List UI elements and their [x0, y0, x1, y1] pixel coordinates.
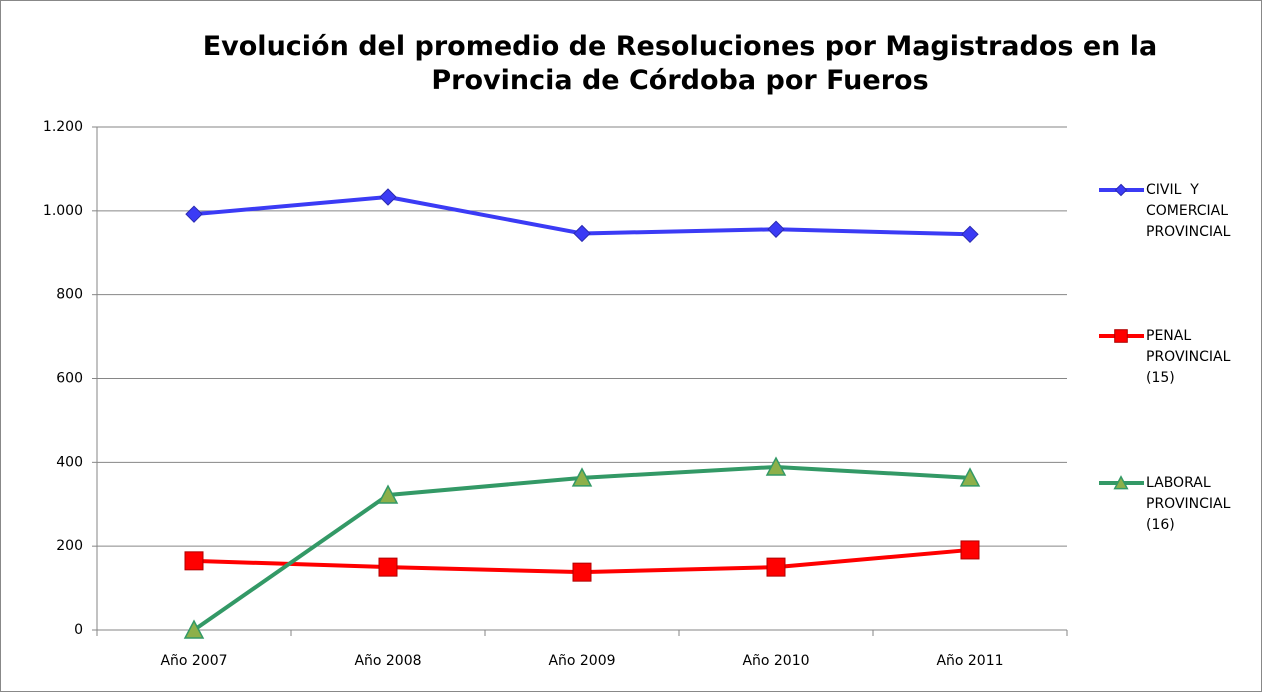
marker: [571, 467, 593, 487]
marker: [573, 224, 591, 243]
legend-key: [1099, 329, 1144, 343]
legend-key: [1099, 183, 1144, 197]
marker: [1114, 183, 1128, 197]
y-tick-label: 600: [56, 371, 83, 387]
x-tick-label: Año 2009: [548, 653, 615, 669]
legend-key: [1099, 475, 1144, 490]
marker: [185, 205, 203, 223]
x-tick-label: Año 2010: [742, 653, 809, 669]
marker: [379, 188, 397, 206]
marker: [960, 540, 980, 560]
x-tick-label: Año 2008: [354, 653, 421, 669]
legend-label: PENAL PROVINCIAL (15): [1146, 328, 1235, 386]
marker: [959, 467, 981, 487]
y-tick-label: 1.200: [43, 119, 83, 135]
marker: [767, 220, 785, 238]
y-tick-label: 1.000: [43, 203, 83, 219]
marker: [184, 551, 204, 571]
legend-label: CIVIL Y COMERCIAL PROVINCIAL: [1146, 182, 1233, 240]
marker: [378, 557, 398, 577]
marker: [1114, 329, 1128, 343]
marker: [961, 225, 979, 244]
x-tick-label: Año 2011: [936, 653, 1003, 669]
marker: [765, 456, 787, 476]
y-tick-label: 400: [56, 454, 83, 470]
y-tick-label: 200: [56, 538, 83, 554]
legend-label: LABORAL PROVINCIAL (16): [1146, 475, 1235, 533]
y-tick-label: 0: [74, 622, 83, 638]
marker: [1113, 475, 1129, 490]
marker: [377, 484, 399, 504]
marker: [183, 619, 205, 639]
marker: [572, 562, 592, 582]
x-tick-label: Año 2007: [160, 653, 227, 669]
marker: [766, 557, 786, 577]
chart-title: Evolución del promedio de Resoluciones p…: [202, 31, 1158, 96]
y-tick-label: 800: [56, 287, 83, 303]
